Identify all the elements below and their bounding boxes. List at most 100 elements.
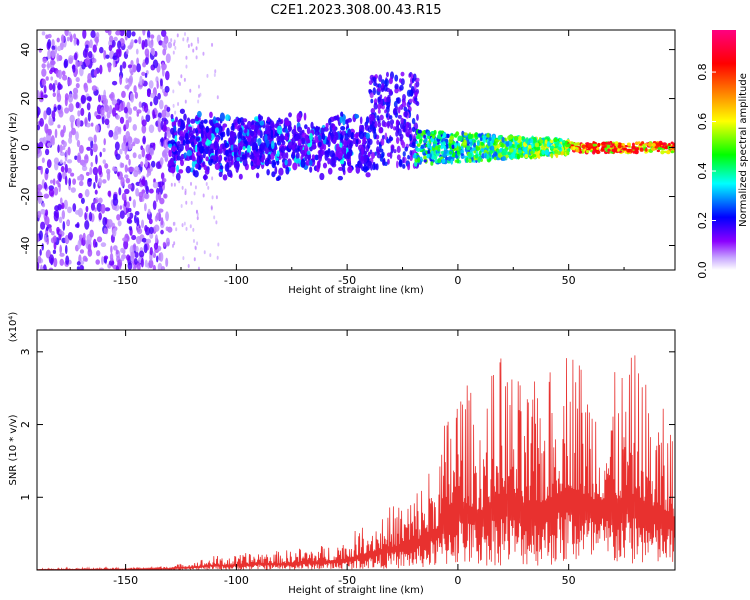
spectrogram-cell [445,143,449,150]
spectrogram-cell [104,207,111,212]
spectrogram-cell [416,143,421,147]
spectrogram-cell [152,264,156,270]
spectrogram-cell [493,156,498,161]
spectrogram-cell [50,231,55,236]
spectrogram-cell [578,150,583,154]
spectrogram-cell [185,165,191,174]
spectrogram-cell [148,124,155,134]
spectrogram-cell [383,121,388,128]
spectrogram-cell [166,106,171,113]
spectrogram-cell [235,162,240,169]
spectrogram-cell [165,53,171,64]
spectrogram-cell [41,202,46,208]
spectrogram-cell [384,109,387,114]
spectrogram-cell [365,172,371,178]
spectrogram-cell [37,124,41,131]
spectrogram-cell [163,193,168,199]
spectrogram-cell [304,124,308,130]
spectrogram-cell [276,150,280,158]
spectrogram-cell [189,88,192,93]
spectrogram-cell [487,140,491,147]
spectrogram-cell [79,264,84,270]
spectrogram-cell [344,140,348,147]
spectrogram-cell [532,136,537,143]
spectrogram-cell [390,123,394,130]
spectrogram-cell [124,164,128,173]
spectrogram-cell [193,191,196,196]
spectrogram-cell [528,144,532,149]
spectrogram-cell [471,147,477,152]
spectrogram-cell [314,154,319,161]
spectrogram-cell [297,139,302,147]
spectrogram-cell [41,157,45,164]
spectrogram-cell [381,87,384,93]
spectrogram-cell [411,117,416,125]
spectrogram-cell [130,251,136,259]
spectrogram-cell [127,116,132,123]
spectrogram-cell [379,114,384,121]
spectrogram-cell [162,177,167,183]
spectrogram-cell [75,131,79,141]
spectrogram-cell [161,109,167,119]
spectrogram-cell [507,151,512,156]
spectrogram-cell [47,38,52,49]
spectrogram-cell [67,77,72,86]
spectrogram-cell [135,188,140,197]
spectrogram-cell [557,146,562,151]
spectrogram-cell [74,223,80,228]
spectrogram-cell [203,164,208,171]
spectrogram-cell [423,152,426,157]
spectrogram-cell [112,197,119,206]
spectrogram-cell [255,153,260,158]
spectrogram-cell [104,30,110,34]
spectrogram-cell [387,158,390,165]
spectrogram-cell [103,97,109,106]
spectrogram-cell [59,159,63,164]
spectrogram-cell [385,113,389,118]
spectrogram-cell [160,136,164,147]
spectrogram-cell [113,36,118,42]
spectrogram-cell [168,143,173,148]
spectrogram-cell [157,208,164,213]
spectrogram-cell [67,146,71,156]
spectrogram-cell [194,163,199,169]
spectrogram-cell [451,144,455,150]
spectrogram-cell [611,148,616,153]
spectrogram-cell [196,212,199,217]
spectrogram-cell [165,237,170,247]
spectrogram-cell [519,154,524,159]
spectrogram-cell [581,144,586,149]
spectrogram-cell [119,116,125,125]
spectrogram-cell [111,80,118,86]
spectrogram-cell [38,191,43,199]
spectrogram-cell [182,256,185,261]
spectrogram-cell [59,197,63,205]
spectrogram-cell [196,216,199,221]
spectrogram-cell [456,158,460,164]
spectrogram-cell [546,141,550,148]
spectrogram-cell [570,146,574,151]
spectrogram-cell [358,162,363,169]
spectrogram-cell [205,125,210,133]
spectrogram-cell [191,160,196,168]
spectrogram-cell [152,181,159,189]
spectrogram-cell [395,119,400,126]
spectrogram-cell [121,90,126,99]
spectrogram-cell [57,124,61,129]
spectrogram-cell [128,140,132,151]
spectrogram-cell [56,226,60,233]
spectrogram-cell [249,131,255,137]
colorbar-tick-label: 0.2 [696,212,709,230]
spectrogram-cell [312,144,317,150]
spectrogram-cell [120,256,125,262]
spectrogram-cell [207,185,210,190]
spectrogram-cell [340,111,344,118]
spectrogram-cell [479,137,483,142]
spectrogram-cell [409,155,413,161]
spectrogram-cell [550,139,554,144]
spectrogram-cell [51,110,56,120]
spectrogram-cell [266,116,271,123]
spectrogram-cell [184,99,187,104]
spectrogram-cell [190,118,196,124]
spectrogram-cell [269,120,275,129]
